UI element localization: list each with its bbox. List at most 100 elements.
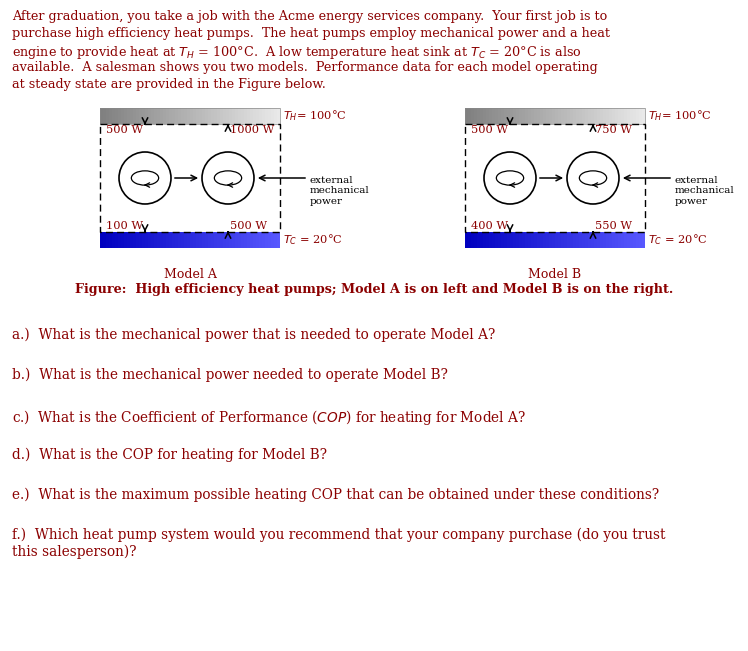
Bar [504,108,507,124]
Bar [196,108,200,124]
Bar [274,108,278,124]
Bar [639,108,643,124]
Bar [121,108,124,124]
Bar [223,108,227,124]
Bar [630,232,634,248]
Bar [127,232,130,248]
Bar [184,108,188,124]
Bar [531,108,535,124]
Bar [555,232,559,248]
Bar [268,108,272,124]
Bar [504,232,507,248]
Bar [112,232,115,248]
Bar [277,108,280,124]
Bar [549,108,553,124]
Bar [172,108,176,124]
Bar [600,108,604,124]
Bar [531,232,535,248]
Bar [235,108,239,124]
Bar [205,108,209,124]
Bar [259,108,263,124]
Bar [534,232,538,248]
Bar [612,108,616,124]
Bar [630,108,634,124]
Bar [603,108,607,124]
Bar [519,232,523,248]
Bar [516,108,520,124]
Bar [525,232,529,248]
Bar [100,124,280,232]
Bar [235,232,239,248]
Bar [492,108,495,124]
Bar [202,232,206,248]
Bar [576,232,580,248]
Bar [148,232,152,248]
Bar [253,232,257,248]
Bar [597,232,601,248]
Bar [573,232,577,248]
Bar [582,108,586,124]
Bar [211,232,215,248]
Bar [465,108,468,124]
Bar [591,108,595,124]
Text: engine to provide heat at $T_H$ = 100°C.  A low temperature heat sink at $T_C$ =: engine to provide heat at $T_H$ = 100°C.… [12,44,582,61]
Text: f.)  Which heat pump system would you recommend that your company purchase (do y: f.) Which heat pump system would you rec… [12,528,666,559]
Bar [567,108,571,124]
Bar [109,108,112,124]
Bar [106,108,109,124]
Bar [513,232,517,248]
Bar [103,232,106,248]
Bar [220,232,224,248]
Bar [136,108,139,124]
Bar [597,108,601,124]
Bar [519,108,523,124]
Bar [465,124,645,232]
Bar [178,108,182,124]
Bar [217,232,221,248]
Bar [211,108,215,124]
Bar [498,232,501,248]
Bar [166,108,170,124]
Bar [540,232,544,248]
Text: $T_H$= 100°C: $T_H$= 100°C [283,109,347,124]
Bar [522,232,526,248]
Text: at steady state are provided in the Figure below.: at steady state are provided in the Figu… [12,78,326,91]
Bar [154,108,158,124]
Bar [615,232,619,248]
Bar [130,232,133,248]
Text: $T_H$= 100°C: $T_H$= 100°C [648,109,712,124]
Bar [136,232,139,248]
Bar [202,108,206,124]
Bar [573,108,577,124]
Bar [217,108,221,124]
Bar [214,232,218,248]
Bar [585,232,589,248]
Bar [603,232,607,248]
Bar [199,232,203,248]
Text: c.)  What is the Coefficient of Performance ($\mathit{COP}$) for heating for Mod: c.) What is the Coefficient of Performan… [12,408,526,427]
Bar [618,232,622,248]
Bar [193,232,197,248]
Bar [546,108,550,124]
Bar [582,232,586,248]
Bar [265,108,269,124]
Bar [262,232,266,248]
Bar [265,232,269,248]
Bar [495,232,498,248]
Bar [232,232,236,248]
Bar [492,232,495,248]
Text: purchase high efficiency heat pumps.  The heat pumps employ mechanical power and: purchase high efficiency heat pumps. The… [12,27,610,40]
Bar [187,232,191,248]
Bar [160,232,164,248]
Bar [247,108,251,124]
Bar [103,108,106,124]
Bar [522,108,526,124]
Bar [621,232,625,248]
Bar [594,232,598,248]
Bar [636,108,640,124]
Bar [507,108,510,124]
Bar [507,232,510,248]
Bar [609,232,613,248]
Bar [181,108,185,124]
Text: external
mechanical
power: external mechanical power [310,176,370,206]
